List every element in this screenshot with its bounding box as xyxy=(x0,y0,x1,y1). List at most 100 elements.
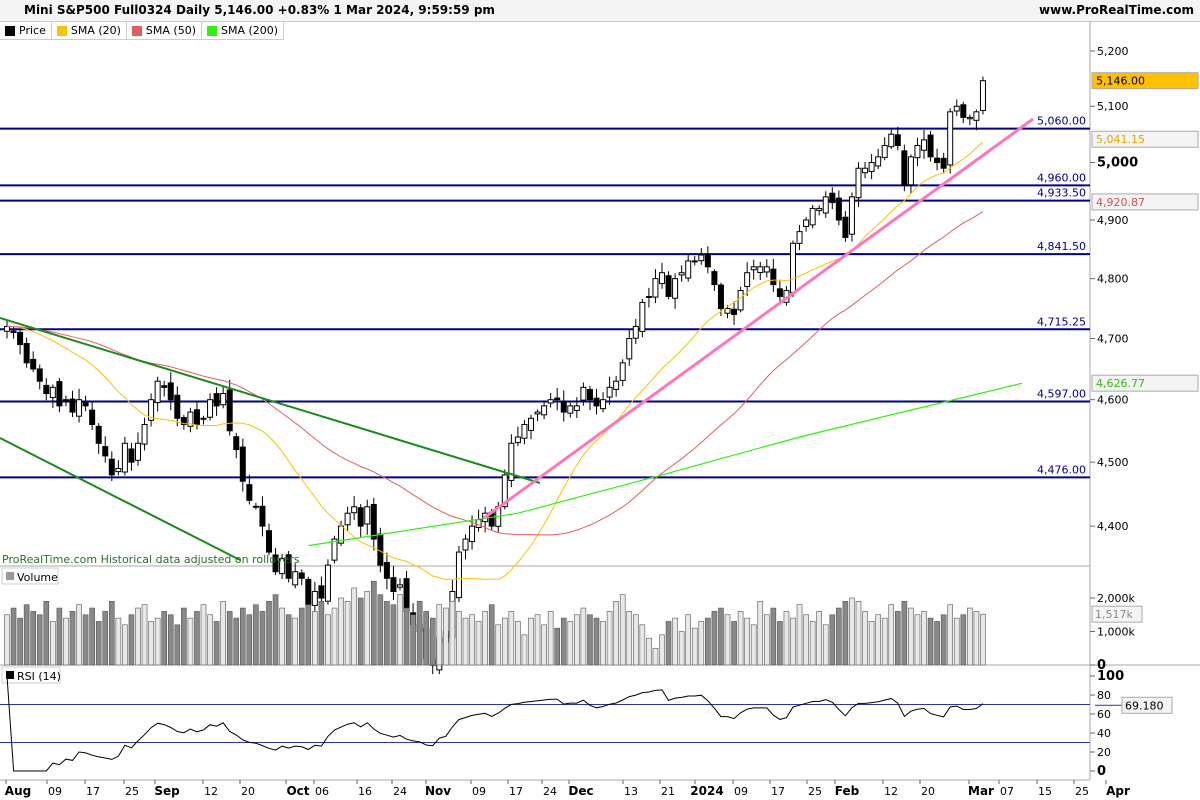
volume-bar xyxy=(606,611,613,666)
date-tick-label: Sep xyxy=(154,784,180,798)
candle-body xyxy=(567,405,574,414)
volume-bar xyxy=(207,614,213,666)
price-tick-label: 4,700 xyxy=(1097,333,1129,346)
volume-bar xyxy=(783,611,790,666)
legend-item[interactable]: SMA (20) xyxy=(52,22,127,39)
volume-bar xyxy=(744,617,750,666)
candle-body xyxy=(324,564,331,602)
volume-bar xyxy=(122,624,128,666)
candle-body xyxy=(848,196,855,235)
candle-body xyxy=(187,411,194,427)
volume-bar xyxy=(135,607,141,666)
date-tick-label: 06 xyxy=(315,785,329,798)
date-tick-label: Dec xyxy=(568,784,593,798)
candle-body xyxy=(174,394,181,419)
indicator-legend: Price SMA (20) SMA (50) SMA (200) xyxy=(0,22,285,40)
candle-body xyxy=(528,417,534,431)
candle-body xyxy=(154,380,161,404)
price-tick-label: 5,200 xyxy=(1097,45,1129,58)
candle-body xyxy=(76,399,83,417)
candle-body xyxy=(966,116,973,120)
candle-body xyxy=(102,446,109,457)
candle-body xyxy=(737,290,744,311)
candle-body xyxy=(626,338,633,360)
volume-bar xyxy=(574,614,580,666)
candle-body xyxy=(259,505,266,527)
volume-swatch xyxy=(6,572,14,580)
legend-item[interactable]: SMA (200) xyxy=(202,22,285,39)
candle-body xyxy=(266,530,272,553)
candle-body xyxy=(541,405,548,416)
volume-bar xyxy=(685,614,692,666)
candle-body xyxy=(600,399,607,410)
volume-bar xyxy=(285,614,292,666)
sma20-value-label-box xyxy=(1091,130,1199,148)
volume-bar xyxy=(200,604,207,666)
volume-bar xyxy=(69,611,76,666)
volume-bar xyxy=(82,614,89,666)
candle-body xyxy=(613,380,620,390)
volume-bar xyxy=(384,601,390,666)
date-tick-label: 25 xyxy=(808,785,822,798)
candle-body xyxy=(49,386,56,399)
volume-bar xyxy=(298,607,305,666)
candle-body xyxy=(233,436,240,451)
candle-body xyxy=(803,219,810,227)
footer-note: ProRealTime.com Historical data adjusted… xyxy=(2,553,300,566)
volume-bar xyxy=(102,611,109,666)
sma200-line xyxy=(308,382,1023,547)
candle-body xyxy=(10,330,17,333)
volume-bar xyxy=(397,594,403,666)
legend-item[interactable]: Price xyxy=(0,22,52,39)
candle-body xyxy=(501,474,508,508)
candle-body xyxy=(953,105,960,112)
volume-bar xyxy=(718,607,724,666)
candle-body xyxy=(829,192,836,204)
volume-bar xyxy=(809,621,816,666)
candle-body xyxy=(796,231,803,244)
volume-bar xyxy=(724,614,731,666)
level-label: 5,060.00 xyxy=(1037,115,1086,128)
volume-bar xyxy=(619,594,626,666)
candle-body xyxy=(167,382,174,401)
candle-body xyxy=(298,572,305,579)
candle-body xyxy=(855,167,862,199)
candle-body xyxy=(383,561,390,579)
candle-body xyxy=(868,162,875,172)
volume-bar xyxy=(63,617,69,666)
volume-bar xyxy=(416,601,423,666)
volume-bar xyxy=(390,604,397,666)
volume-bar xyxy=(521,634,528,666)
candle-body xyxy=(514,436,521,444)
candle-body xyxy=(881,145,888,158)
volume-bar xyxy=(272,594,279,666)
candle-body xyxy=(790,242,796,294)
candle-body xyxy=(239,446,246,482)
site-link[interactable]: www.ProRealTime.com xyxy=(1039,3,1194,17)
volume-bar xyxy=(763,614,770,666)
candle-body xyxy=(207,399,214,418)
date-tick-label: 17 xyxy=(771,785,785,798)
rsi-tick-label: 60 xyxy=(1097,708,1111,721)
candle-body xyxy=(193,409,200,426)
volume-bar xyxy=(678,631,685,666)
candle-body xyxy=(344,512,351,526)
candle-body xyxy=(469,525,476,543)
volume-bar xyxy=(875,614,881,666)
legend-item[interactable]: SMA (50) xyxy=(127,22,202,39)
volume-label-box xyxy=(1,567,59,585)
volume-bar xyxy=(737,611,744,666)
volume-bar xyxy=(541,624,547,666)
volume-bar xyxy=(691,627,698,666)
candle-body xyxy=(678,272,685,276)
volume-bar xyxy=(174,624,181,666)
volume-bar xyxy=(226,611,233,666)
candle-body xyxy=(89,409,96,426)
chart-title: Mini S&P500 Full0324 Daily 5,146.00 +0.8… xyxy=(24,3,495,17)
volume-bar xyxy=(515,621,521,666)
volume-bar xyxy=(947,604,954,666)
volume-bar xyxy=(731,621,737,666)
candle-body xyxy=(4,325,10,332)
candle-body xyxy=(573,405,580,411)
